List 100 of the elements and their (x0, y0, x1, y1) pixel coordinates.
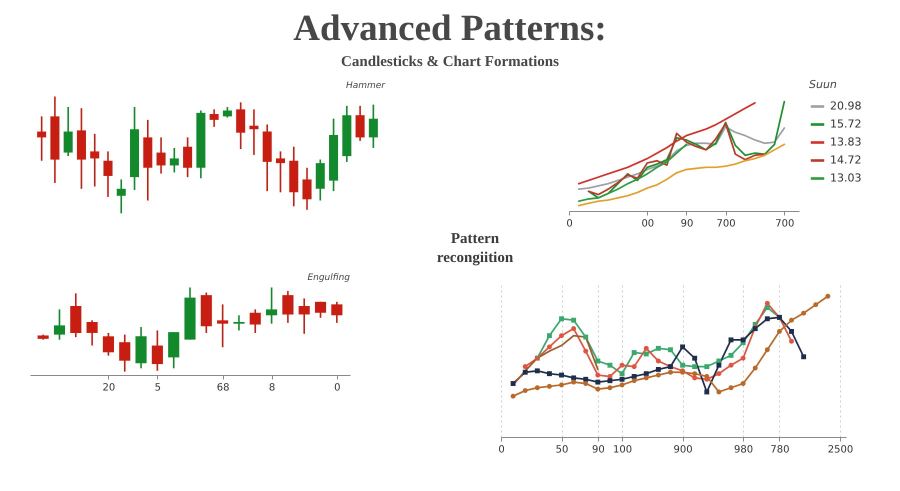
point (620, 382, 624, 388)
text: Advanced Patterns: (293, 8, 607, 49)
point (559, 382, 564, 388)
point (668, 370, 673, 375)
candlestick (302, 166, 312, 211)
point (656, 372, 661, 378)
legend-label: 20.98 (830, 100, 862, 112)
point (608, 385, 612, 390)
candlestick (282, 290, 294, 324)
legend-label: 13.03 (830, 172, 862, 184)
point (656, 366, 661, 372)
candlestick (210, 108, 219, 128)
point (608, 374, 612, 379)
point (644, 352, 649, 356)
x-tick-label: 0 (498, 444, 505, 456)
point (559, 372, 564, 378)
point (546, 344, 552, 350)
candlestick (90, 133, 100, 188)
point (510, 394, 516, 399)
candlestick (64, 106, 73, 157)
point (571, 318, 576, 323)
candlestick (368, 104, 378, 149)
point (522, 364, 528, 370)
point (716, 362, 722, 368)
x-tick-label: 20 (102, 382, 116, 394)
candlestick (156, 136, 166, 174)
point (534, 385, 540, 390)
candlestick (102, 332, 114, 356)
x-tick-label: 780 (770, 444, 790, 456)
text: Pattern recongiition (436, 231, 514, 266)
point (740, 356, 746, 361)
point (692, 375, 698, 380)
x-tick-label: 700 (775, 218, 794, 230)
candlestick (116, 178, 126, 214)
point (595, 358, 600, 364)
point (534, 368, 540, 374)
point (728, 362, 734, 368)
candlestick (86, 320, 98, 346)
x-tick-label: 8 (268, 382, 276, 394)
candlestick (276, 150, 285, 194)
point (764, 316, 770, 322)
x-tick-label: 980 (734, 444, 754, 456)
point (728, 385, 734, 390)
legend-title: Suun (809, 78, 837, 91)
point (522, 388, 528, 393)
candlestick (37, 116, 46, 162)
point (740, 337, 746, 342)
point (789, 318, 794, 323)
point (571, 326, 576, 332)
candlestick (236, 102, 246, 150)
point (789, 338, 794, 344)
point (668, 347, 673, 352)
point (620, 376, 625, 382)
point (801, 354, 806, 360)
point (583, 334, 588, 340)
point (571, 380, 576, 385)
x-tick-label: 900 (674, 444, 693, 456)
legend-label: 14.72 (830, 154, 862, 166)
candlestick (356, 105, 365, 142)
point (559, 333, 564, 338)
x-tick-label: 0 (566, 218, 573, 230)
point (656, 358, 661, 364)
point (716, 371, 722, 376)
point (644, 346, 649, 351)
text: Hammer (346, 81, 386, 91)
point (801, 310, 806, 316)
candlestick (266, 286, 278, 324)
candlestick (183, 136, 192, 178)
x-tick-label: 00 (641, 218, 654, 230)
point (704, 374, 710, 379)
point (704, 364, 710, 370)
legend-label: 15.72 (830, 118, 862, 130)
text: Engulfing (307, 273, 350, 283)
point (716, 358, 722, 364)
point (692, 356, 698, 361)
point (692, 371, 698, 376)
text: Candlesticks & Chart Formations (341, 54, 560, 70)
point (656, 346, 661, 351)
x-tick-label: 68 (216, 382, 230, 394)
point (680, 344, 686, 350)
x-tick-label: 5 (154, 382, 162, 394)
point (620, 362, 624, 368)
point (632, 374, 637, 379)
candlestick (331, 301, 342, 324)
candlestick (314, 301, 326, 319)
point (764, 300, 770, 306)
candlestick (222, 106, 232, 118)
x-tick-label: 0 (334, 382, 341, 394)
point (608, 362, 612, 368)
candlestick (119, 334, 130, 372)
point (608, 378, 612, 384)
point (764, 347, 770, 352)
x-tick-label: 50 (556, 444, 568, 456)
point (546, 384, 552, 389)
point (813, 302, 818, 308)
point (692, 364, 698, 370)
point (546, 333, 552, 338)
point (546, 371, 552, 376)
candlestick (152, 330, 163, 372)
point (632, 378, 637, 384)
